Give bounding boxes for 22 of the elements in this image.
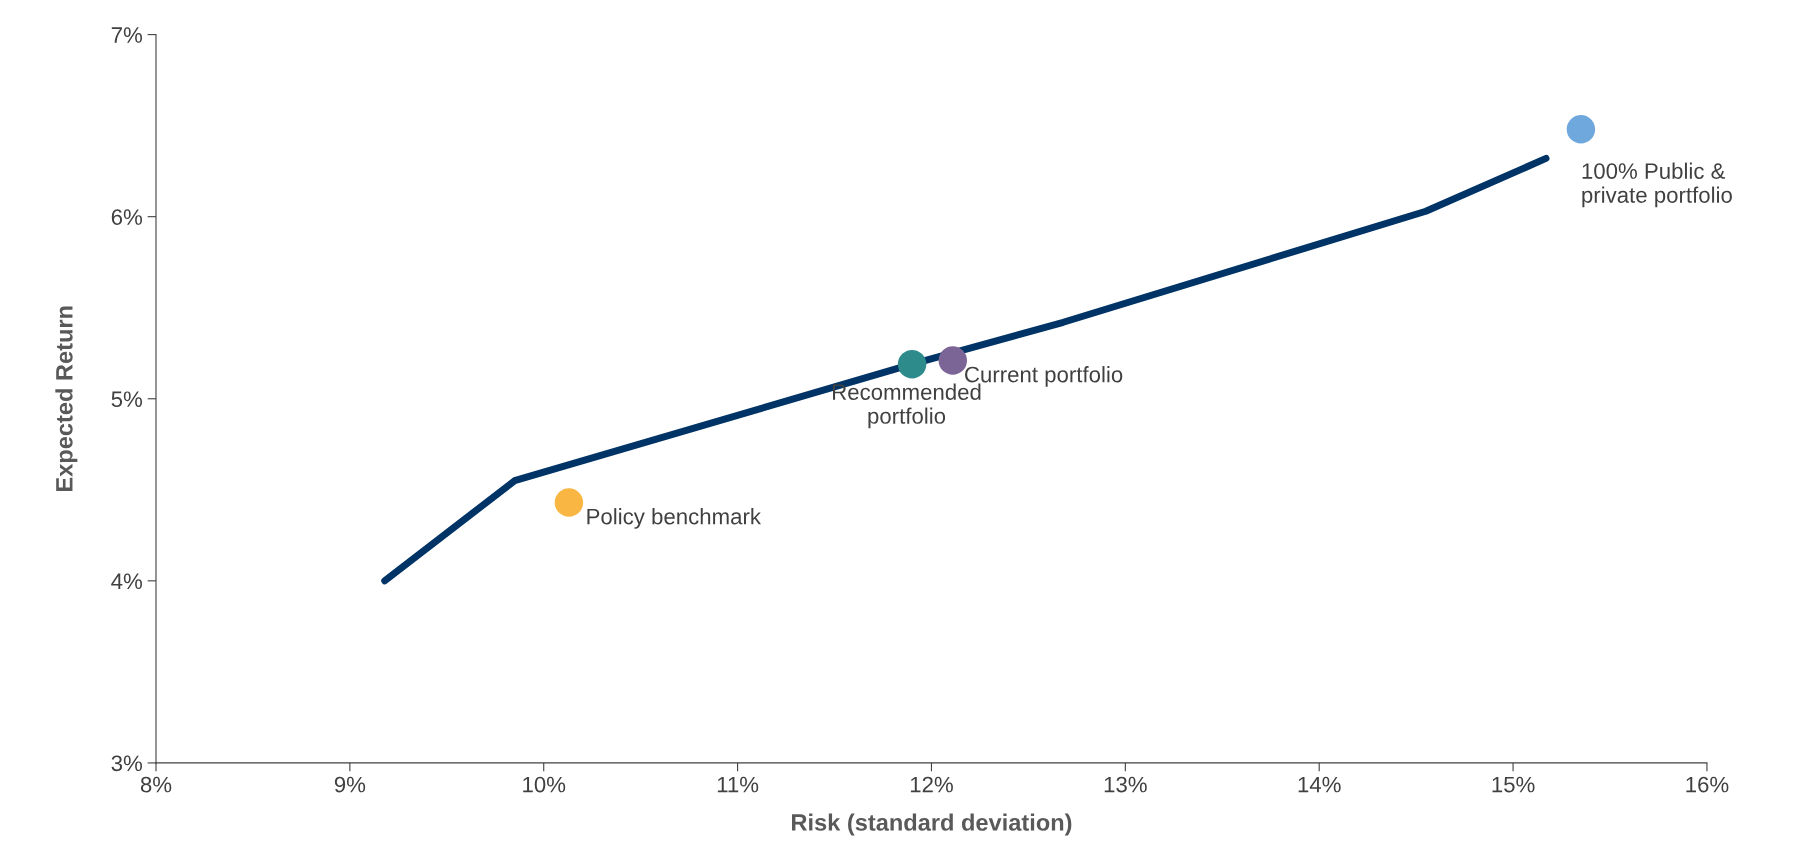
series-label: Recommended portfolio bbox=[833, 383, 981, 429]
x-tick-label: 14% bbox=[1298, 776, 1341, 793]
x-tick-label: 12% bbox=[910, 776, 953, 793]
y-tick-label: 5% bbox=[111, 391, 143, 408]
point bbox=[897, 349, 927, 379]
y-tick-label: 4% bbox=[111, 573, 143, 590]
y-tick-label: 3% bbox=[111, 755, 143, 772]
x-tick-label: 10% bbox=[523, 776, 566, 793]
x-tick-label: 13% bbox=[1104, 776, 1147, 793]
x-tick-label: 9% bbox=[334, 776, 366, 793]
x-tick-label: 8% bbox=[140, 776, 172, 793]
x-tick-label: 15% bbox=[1492, 776, 1535, 793]
y-axis-title: Expected Return bbox=[55, 306, 78, 491]
point bbox=[1566, 115, 1596, 144]
point bbox=[554, 488, 584, 517]
x-tick-label: 16% bbox=[1686, 776, 1729, 793]
y-tick-label: 7% bbox=[111, 27, 143, 43]
y-tick-label: 6% bbox=[111, 209, 143, 225]
series-label: Policy benchmark bbox=[587, 508, 762, 529]
x-tick-label: 11% bbox=[717, 776, 759, 793]
x-axis-title: Risk (standard deviation) bbox=[792, 813, 1072, 836]
series-label: 100% Public & private portfolio bbox=[1582, 162, 1732, 208]
